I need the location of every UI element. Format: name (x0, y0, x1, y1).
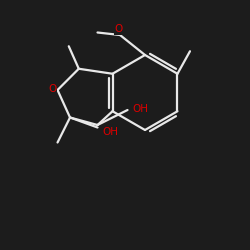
Text: OH: OH (132, 104, 148, 114)
Text: OH: OH (102, 128, 118, 138)
Text: O: O (48, 84, 56, 94)
Text: O: O (114, 24, 123, 34)
